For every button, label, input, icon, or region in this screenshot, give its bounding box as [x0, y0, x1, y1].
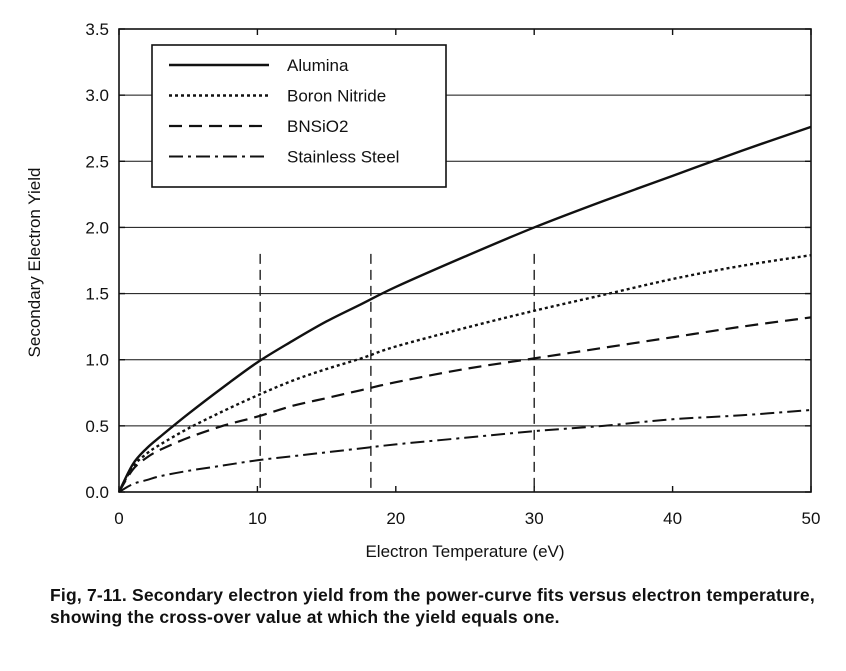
series-line-bnsio2 [118, 316, 812, 493]
crossover-markers [259, 253, 535, 492]
plot-frame [118, 28, 812, 493]
axis-ticks: 0.0 0.5 1.0 1.5 2.0 2.5 3.0 3.5 0 10 20 30 40 50 [85, 20, 820, 528]
y-tick-label-3: 1.5 [85, 285, 109, 304]
x-tick-label-0: 0 [114, 509, 123, 528]
legend-box [151, 44, 447, 188]
y-tick-label-5: 2.5 [85, 152, 109, 171]
series-line-boron-nitride [117, 254, 812, 493]
y-tick-label-2: 1.0 [85, 351, 109, 370]
x-tick-label-5: 50 [802, 509, 821, 528]
legend: Alumina Boron Nitride BNSiO2 Stainless Stee… [151, 44, 447, 188]
x-tick-label-4: 40 [663, 509, 682, 528]
x-tick-label-3: 30 [525, 509, 544, 528]
y-tick-label-1: 0.5 [85, 417, 109, 436]
series-line-alumina [117, 125, 812, 493]
x-axis-label: Electron Temperature (eV) [365, 542, 564, 561]
series-line-stainless-steel [118, 408, 812, 493]
legend-label-0: Alumina [287, 56, 349, 75]
y-tick-label-6: 3.0 [85, 86, 109, 105]
legend-label-2: BNSiO2 [287, 117, 348, 136]
y-tick-label-0: 0.0 [85, 483, 109, 502]
legend-label-1: Boron Nitride [287, 87, 386, 106]
y-axis-label: Secondary Electron Yield [25, 168, 44, 358]
figure-caption: Fig, 7-11. Secondary electron yield from… [50, 585, 815, 627]
y-tick-label-4: 2.0 [85, 218, 109, 237]
y-tick-label-7: 3.5 [85, 20, 109, 39]
x-tick-label-2: 20 [386, 509, 405, 528]
series-lines [117, 125, 812, 493]
line-chart: 0.0 0.5 1.0 1.5 2.0 2.5 3.0 3.5 0 10 20 30 40 50 Alum… [25, 20, 820, 561]
x-tick-label-1: 10 [248, 509, 267, 528]
legend-label-3: Stainless Steel [287, 148, 399, 167]
